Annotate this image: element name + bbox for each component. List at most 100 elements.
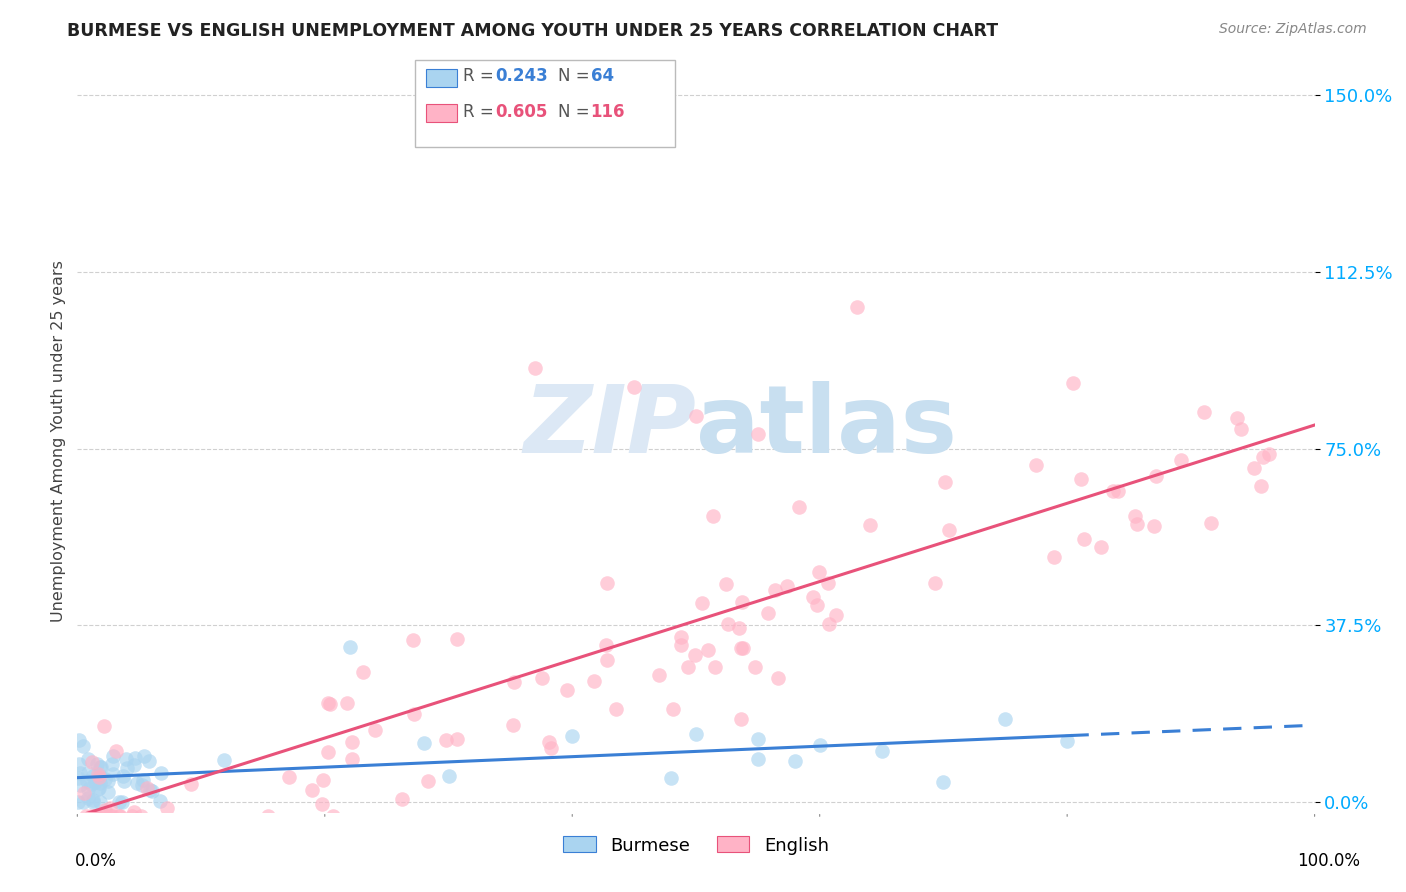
Text: 0.605: 0.605: [495, 103, 547, 120]
Point: [89, 776, 111, 790]
Point: [747, 731, 769, 746]
Text: 100.0%: 100.0%: [1298, 852, 1360, 870]
Point: [141, 784, 163, 798]
Point: [1143, 518, 1166, 533]
Point: [86, 757, 108, 772]
Point: [112, 769, 135, 783]
Point: [685, 726, 707, 740]
Text: BURMESE VS ENGLISH UNEMPLOYMENT AMONG YOUTH UNDER 25 YEARS CORRELATION CHART: BURMESE VS ENGLISH UNEMPLOYMENT AMONG YO…: [67, 22, 998, 40]
Point: [89, 795, 111, 809]
Point: [311, 797, 333, 811]
Point: [87, 780, 110, 795]
Point: [808, 738, 831, 752]
Point: [278, 770, 301, 784]
Point: [312, 772, 335, 787]
Point: [94, 772, 117, 786]
Point: [756, 606, 779, 620]
Point: [301, 783, 323, 797]
Point: [678, 660, 700, 674]
Point: [105, 744, 128, 758]
Point: [690, 597, 713, 611]
Point: [595, 653, 617, 667]
Point: [789, 500, 811, 515]
Point: [685, 409, 707, 423]
Point: [77, 752, 100, 766]
Point: [1199, 516, 1222, 531]
Point: [124, 805, 146, 819]
Point: [659, 771, 682, 785]
Point: [648, 667, 671, 681]
Point: [727, 621, 749, 635]
Point: [129, 809, 152, 823]
Legend: Burmese, English: Burmese, English: [562, 837, 830, 855]
Point: [434, 733, 457, 747]
Point: [870, 743, 893, 757]
Point: [714, 577, 737, 591]
Point: [1251, 450, 1274, 464]
Point: [537, 735, 560, 749]
Y-axis label: Unemployment Among Youth under 25 years: Unemployment Among Youth under 25 years: [51, 260, 66, 623]
Point: [77, 782, 100, 797]
Point: [502, 717, 524, 731]
Point: [83, 809, 105, 823]
Point: [818, 616, 841, 631]
Point: [1126, 517, 1149, 532]
Point: [80, 809, 103, 823]
Point: [437, 769, 460, 783]
Point: [766, 672, 789, 686]
Point: [540, 741, 562, 756]
Point: [86, 809, 108, 823]
Point: [316, 745, 339, 759]
Point: [730, 712, 752, 726]
Point: [595, 575, 617, 590]
Point: [825, 607, 848, 622]
Point: [683, 648, 706, 662]
Text: 116: 116: [591, 103, 626, 120]
Point: [93, 809, 115, 823]
Point: [402, 633, 425, 648]
Point: [412, 736, 434, 750]
Point: [1070, 472, 1092, 486]
Point: [69, 766, 91, 780]
Point: [662, 702, 685, 716]
Point: [845, 300, 868, 314]
Point: [1226, 411, 1249, 425]
Point: [180, 777, 202, 791]
Point: [1102, 483, 1125, 498]
Point: [339, 640, 361, 654]
Point: [124, 757, 146, 772]
Point: [256, 809, 278, 823]
Point: [1107, 483, 1129, 498]
Point: [132, 773, 155, 788]
Point: [934, 475, 956, 489]
Point: [783, 754, 806, 768]
Point: [138, 754, 160, 768]
Point: [605, 701, 627, 715]
Point: [82, 795, 104, 809]
Point: [1073, 532, 1095, 546]
Point: [583, 673, 606, 688]
Point: [1056, 733, 1078, 747]
Point: [82, 769, 104, 783]
Point: [744, 660, 766, 674]
Point: [125, 776, 148, 790]
Point: [94, 809, 117, 823]
Point: [747, 427, 769, 442]
Point: [561, 729, 583, 743]
Point: [319, 697, 342, 711]
Point: [72, 739, 94, 753]
Point: [352, 665, 374, 679]
Point: [1230, 422, 1253, 436]
Point: [806, 599, 828, 613]
Point: [212, 753, 235, 767]
Point: [89, 759, 111, 773]
Point: [107, 809, 129, 823]
Point: [82, 792, 104, 806]
Point: [114, 752, 136, 766]
Point: [391, 791, 413, 805]
Point: [134, 748, 156, 763]
Point: [76, 765, 98, 780]
Text: ZIP: ZIP: [523, 381, 696, 473]
Point: [1090, 540, 1112, 554]
Text: N =: N =: [558, 103, 595, 120]
